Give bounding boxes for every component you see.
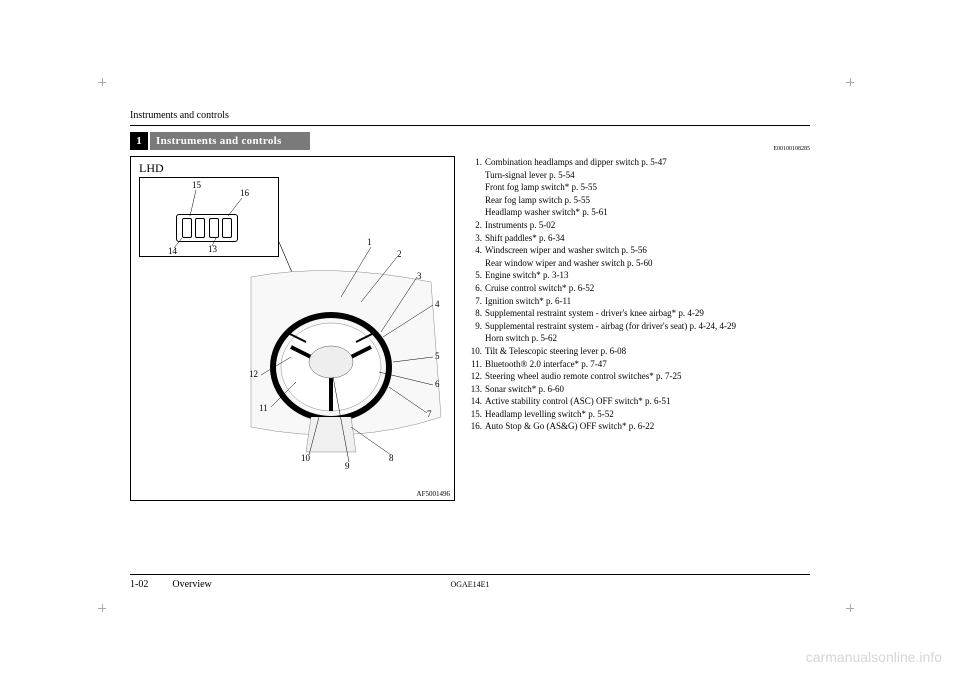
legend-item-text: Tilt & Telescopic steering lever p. 6-08 xyxy=(485,345,810,358)
chapter-number-box: 1 xyxy=(130,132,148,150)
legend-item-number: 6. xyxy=(469,282,485,295)
switch-icon xyxy=(195,218,205,238)
section-title: Instruments and controls xyxy=(150,132,310,150)
legend-item-number: 1. xyxy=(469,156,485,169)
legend-item-number: 10. xyxy=(469,345,485,358)
legend-item-sub: Turn-signal lever p. 5-54 xyxy=(469,169,810,182)
crop-mark xyxy=(98,78,106,86)
footer-section: Overview xyxy=(172,579,211,590)
legend-item-text: Auto Stop & Go (AS&G) OFF switch* p. 6-2… xyxy=(485,420,810,433)
callout-10: 10 xyxy=(301,453,310,463)
callout-5: 5 xyxy=(435,351,440,361)
legend-item: 10.Tilt & Telescopic steering lever p. 6… xyxy=(469,345,810,358)
callout-3: 3 xyxy=(417,271,422,281)
legend-item-text: Sonar switch* p. 6-60 xyxy=(485,383,810,396)
legend-item-text: Windscreen wiper and washer switch p. 5-… xyxy=(485,244,810,257)
legend-item-number: 9. xyxy=(469,320,485,333)
legend-item: 12.Steering wheel audio remote control s… xyxy=(469,370,810,383)
lhd-label: LHD xyxy=(139,161,164,176)
legend-item: 7.Ignition switch* p. 6-11 xyxy=(469,295,810,308)
crop-mark xyxy=(846,604,854,612)
legend-item-text: Supplemental restraint system - airbag (… xyxy=(485,320,810,333)
running-header: Instruments and controls xyxy=(130,110,810,125)
legend-item: 8.Supplemental restraint system - driver… xyxy=(469,307,810,320)
legend-item-number: 15. xyxy=(469,408,485,421)
callout-6: 6 xyxy=(435,379,440,389)
callout-1: 1 xyxy=(367,237,372,247)
callout-2: 2 xyxy=(397,249,402,259)
switch-icon xyxy=(209,218,219,238)
legend-item: 2.Instruments p. 5-02 xyxy=(469,219,810,232)
watermark: carmanualsonline.info xyxy=(806,649,942,665)
section-header: 1 Instruments and controls xyxy=(130,132,810,150)
switch-icon xyxy=(222,218,232,238)
crop-mark xyxy=(98,604,106,612)
legend-item-sub: Front fog lamp switch* p. 5-55 xyxy=(469,181,810,194)
legend-item-text: Combination headlamps and dipper switch … xyxy=(485,156,810,169)
legend-item: 11.Bluetooth® 2.0 interface* p. 7-47 xyxy=(469,358,810,371)
legend-item: 3.Shift paddles* p. 6-34 xyxy=(469,232,810,245)
footer-code: OGAE14E1 xyxy=(450,580,489,589)
legend-item: 5.Engine switch* p. 3-13 xyxy=(469,269,810,282)
legend-item-sub: Headlamp washer switch* p. 5-61 xyxy=(469,206,810,219)
legend-item-sub: Horn switch p. 5-62 xyxy=(469,332,810,345)
header-rule xyxy=(130,125,810,126)
page-content: Instruments and controls 1 Instruments a… xyxy=(130,110,810,590)
callout-4: 4 xyxy=(435,299,440,309)
legend-item-number: 12. xyxy=(469,370,485,383)
legend-item-text: Ignition switch* p. 6-11 xyxy=(485,295,810,308)
figure-code: AF5001496 xyxy=(417,490,450,498)
callout-11: 11 xyxy=(259,403,268,413)
legend-item-text: Engine switch* p. 3-13 xyxy=(485,269,810,282)
legend-item-sub: Rear fog lamp switch p. 5-55 xyxy=(469,194,810,207)
legend-item-sub: Rear window wiper and washer switch p. 5… xyxy=(469,257,810,270)
legend-item-number: 7. xyxy=(469,295,485,308)
legend-item-text: Steering wheel audio remote control swit… xyxy=(485,370,810,383)
callout-7: 7 xyxy=(427,409,432,419)
legend-list: 1.Combination headlamps and dipper switc… xyxy=(469,156,810,501)
legend-item-text: Supplemental restraint system - driver's… xyxy=(485,307,810,320)
legend-item-text: Bluetooth® 2.0 interface* p. 7-47 xyxy=(485,358,810,371)
legend-item-number: 8. xyxy=(469,307,485,320)
legend-item-text: Active stability control (ASC) OFF switc… xyxy=(485,395,810,408)
callout-9: 9 xyxy=(345,461,350,471)
legend-item: 1.Combination headlamps and dipper switc… xyxy=(469,156,810,169)
inset-panel: 15 16 13 14 xyxy=(139,177,279,257)
legend-item-number: 2. xyxy=(469,219,485,232)
legend-item-text: Instruments p. 5-02 xyxy=(485,219,810,232)
legend-item: 13.Sonar switch* p. 6-60 xyxy=(469,383,810,396)
legend-item: 16.Auto Stop & Go (AS&G) OFF switch* p. … xyxy=(469,420,810,433)
legend-item-number: 3. xyxy=(469,232,485,245)
legend-item-text: Headlamp levelling switch* p. 5-52 xyxy=(485,408,810,421)
legend-item: 14.Active stability control (ASC) OFF sw… xyxy=(469,395,810,408)
legend-item-text: Shift paddles* p. 6-34 xyxy=(485,232,810,245)
legend-item: 4.Windscreen wiper and washer switch p. … xyxy=(469,244,810,257)
legend-item-number: 4. xyxy=(469,244,485,257)
legend-item-number: 16. xyxy=(469,420,485,433)
document-code: E00100108285 xyxy=(773,146,810,152)
legend-item-number: 13. xyxy=(469,383,485,396)
legend-item-number: 14. xyxy=(469,395,485,408)
legend-item: 6.Cruise control switch* p. 6-52 xyxy=(469,282,810,295)
inset-switches xyxy=(176,214,238,242)
page-footer: 1-02 Overview OGAE14E1 xyxy=(130,574,810,590)
figure-box: LHD 15 16 13 14 xyxy=(130,156,455,501)
switch-icon xyxy=(182,218,192,238)
legend-item: 9.Supplemental restraint system - airbag… xyxy=(469,320,810,333)
page-number: 1-02 xyxy=(130,579,148,590)
callout-12: 12 xyxy=(249,369,258,379)
legend-item-number: 11. xyxy=(469,358,485,371)
crop-mark xyxy=(846,78,854,86)
legend-item: 15.Headlamp levelling switch* p. 5-52 xyxy=(469,408,810,421)
legend-item-text: Cruise control switch* p. 6-52 xyxy=(485,282,810,295)
legend-item-number: 5. xyxy=(469,269,485,282)
callout-8: 8 xyxy=(389,453,394,463)
